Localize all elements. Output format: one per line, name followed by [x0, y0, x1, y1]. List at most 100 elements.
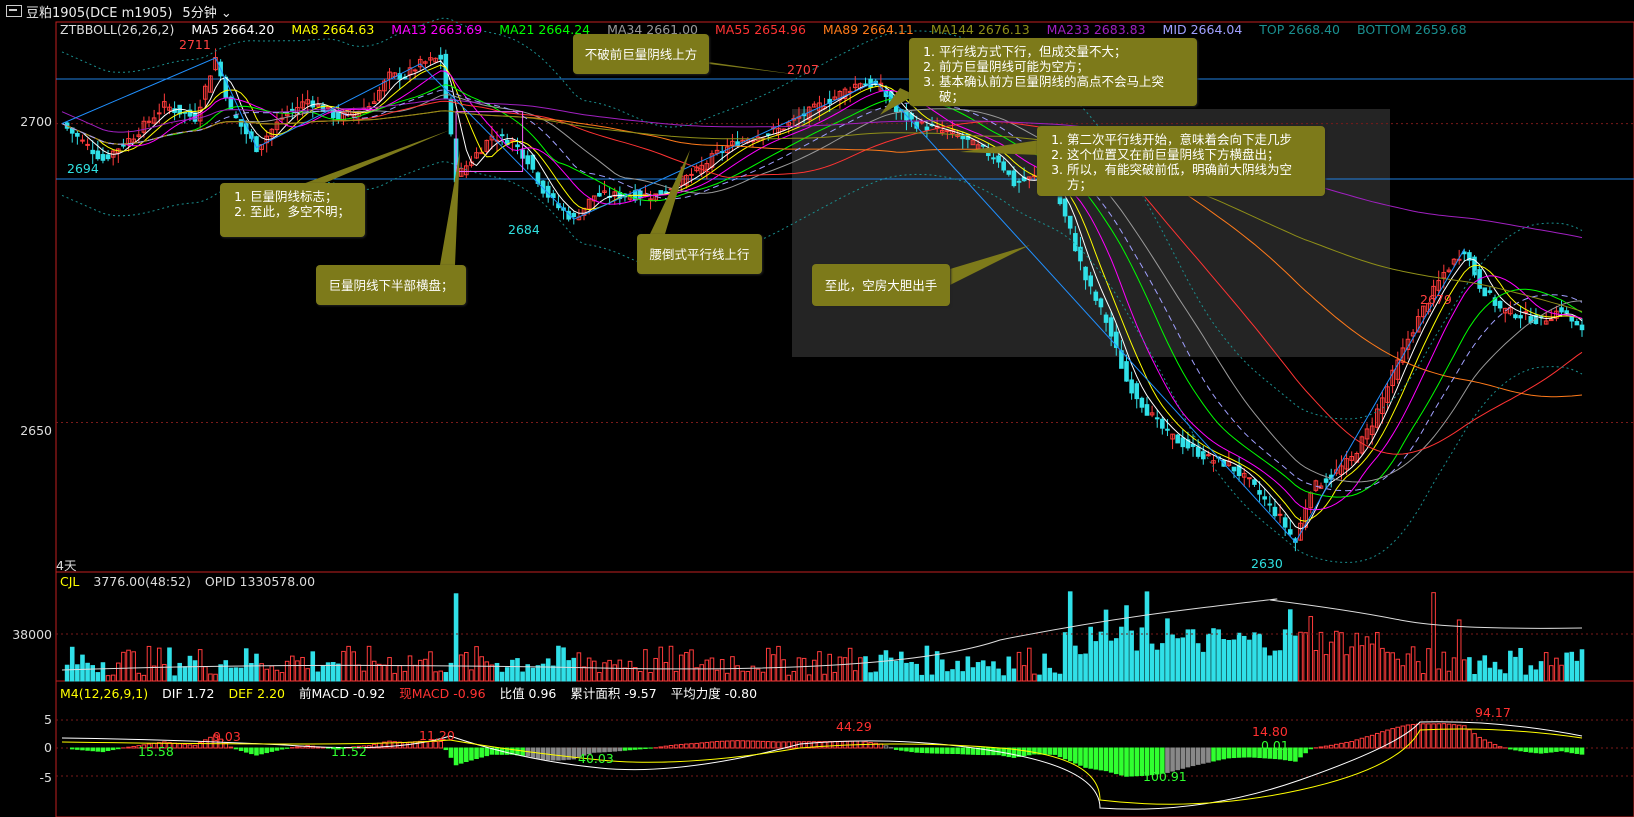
- main-legend-item[interactable]: MA55 2654.96: [715, 22, 806, 37]
- candle-body: [827, 98, 832, 104]
- macd-legend-item[interactable]: 前MACD -0.92: [298, 686, 386, 701]
- macd-legend-item[interactable]: 平均力度 -0.80: [670, 686, 758, 701]
- volume-bar: [1574, 660, 1580, 682]
- candle-body: [878, 82, 884, 91]
- macd-bar: [638, 747, 643, 750]
- macd-bar: [1287, 747, 1293, 761]
- volume-bar: [325, 662, 331, 682]
- chart-frame: [55, 21, 1634, 817]
- macd-bar: [1318, 746, 1324, 749]
- candle-body: [1011, 170, 1017, 187]
- macd-bar: [1047, 747, 1053, 755]
- macd-bar: [412, 741, 418, 749]
- macd-bar: [965, 747, 971, 755]
- volume-bar: [1195, 643, 1201, 682]
- candle-body: [612, 191, 618, 197]
- period-label: 5分钟: [182, 5, 217, 21]
- volume-bar: [295, 660, 300, 682]
- volume-bar: [551, 665, 556, 682]
- volume-bar: [1502, 673, 1508, 682]
- macd-bar: [786, 741, 792, 749]
- macd-legend-item[interactable]: DEF 2.20: [228, 686, 285, 701]
- candle-body: [883, 90, 889, 98]
- macd-bar: [934, 747, 940, 754]
- macd-bar: [842, 740, 848, 749]
- main-legend-item[interactable]: MA144 2676.13: [930, 22, 1030, 37]
- candle-body: [146, 120, 152, 123]
- annotation-line: 巨量阴线标志；: [250, 189, 355, 204]
- main-legend-item[interactable]: ZTBBOLL(26,26,2): [60, 22, 175, 37]
- candle-body: [1124, 361, 1129, 382]
- main-legend-item[interactable]: MA5 2664.20: [191, 22, 275, 37]
- period-selector[interactable]: 5分钟 ⌄: [182, 2, 231, 21]
- macd-legend-item[interactable]: DIF 1.72: [162, 686, 215, 701]
- volume-bar: [458, 654, 464, 682]
- candle-body: [284, 113, 290, 117]
- volume-bar: [1487, 667, 1493, 682]
- volume-bar: [909, 661, 914, 682]
- macd-bar: [1374, 732, 1380, 749]
- volume-bar: [141, 674, 147, 682]
- chevron-down-icon: ⌄: [220, 5, 232, 21]
- macd-bar: [924, 747, 930, 754]
- macd-bar: [1554, 747, 1559, 752]
- macd-bar: [223, 742, 229, 749]
- volume-bar: [69, 646, 75, 682]
- macd-bar: [182, 743, 188, 749]
- dif-line: [61, 721, 1583, 810]
- candle-body: [1395, 359, 1401, 380]
- macd-bar: [1083, 747, 1088, 768]
- macd-bar: [146, 743, 152, 749]
- main-legend-item[interactable]: MA89 2664.11: [822, 22, 914, 37]
- macd-bar: [1477, 736, 1482, 749]
- volume-bar: [622, 667, 628, 682]
- volume-legend-item[interactable]: OPID 1330578.00: [204, 574, 316, 589]
- volume-legend-item[interactable]: CJL: [60, 574, 80, 589]
- main-legend-item[interactable]: MA233 2683.83: [1046, 22, 1146, 37]
- volume-bar: [924, 645, 930, 682]
- macd-bar: [899, 747, 904, 751]
- volume-bar: [1523, 674, 1528, 682]
- main-legend-item[interactable]: TOP 2668.40: [1259, 22, 1340, 37]
- macd-bar: [1303, 747, 1308, 754]
- volume-bar: [1369, 643, 1375, 682]
- macd-legend-item[interactable]: M4(12,26,9,1): [60, 686, 149, 701]
- volume-bar: [269, 665, 275, 682]
- window-menu-icon[interactable]: [6, 5, 22, 17]
- main-legend-item[interactable]: BOTTOM 2659.68: [1356, 22, 1467, 37]
- volume-bar: [1252, 632, 1257, 682]
- volume-bar: [689, 649, 694, 682]
- volume-bar: [566, 660, 571, 682]
- main-legend-item[interactable]: MA13 2663.69: [391, 22, 483, 37]
- candle-body: [433, 57, 438, 63]
- candle-body: [203, 85, 208, 100]
- candle-body: [249, 131, 254, 139]
- macd-legend-item[interactable]: 现MACD -0.96: [399, 686, 486, 701]
- volume-bar: [1349, 646, 1354, 682]
- volume-bar: [208, 673, 213, 682]
- volume-bar: [1334, 630, 1339, 682]
- volume-legend-item[interactable]: 3776.00(48:52): [93, 574, 191, 589]
- main-legend-item[interactable]: MA34 2661.00: [607, 22, 698, 37]
- macd-legend-item[interactable]: 累计面积 -9.57: [570, 686, 657, 701]
- volume-bar: [888, 657, 894, 682]
- volume-bar: [776, 645, 781, 682]
- candle-body: [852, 83, 858, 89]
- volume-bar: [330, 662, 336, 682]
- volume-bar: [423, 658, 428, 682]
- main-legend-item[interactable]: MID 2664.04: [1162, 22, 1243, 37]
- volume-bar: [1247, 639, 1252, 682]
- main-legend-item[interactable]: MA21 2664.24: [499, 22, 591, 37]
- candle-body: [1108, 317, 1114, 337]
- candle-body: [551, 193, 556, 199]
- candle-body: [689, 173, 694, 176]
- volume-bar: [1165, 618, 1170, 682]
- main-legend-item[interactable]: MA8 2664.63: [291, 22, 375, 37]
- volume-bar: [146, 645, 152, 682]
- macd-legend-item[interactable]: 比值 0.96: [499, 686, 557, 701]
- symbol-label[interactable]: 豆粕1905(DCE m1905): [26, 5, 173, 21]
- volume-bar: [351, 651, 357, 682]
- macd-bar: [1513, 747, 1518, 751]
- volume-bar: [1011, 668, 1017, 682]
- macd-bar: [259, 747, 264, 755]
